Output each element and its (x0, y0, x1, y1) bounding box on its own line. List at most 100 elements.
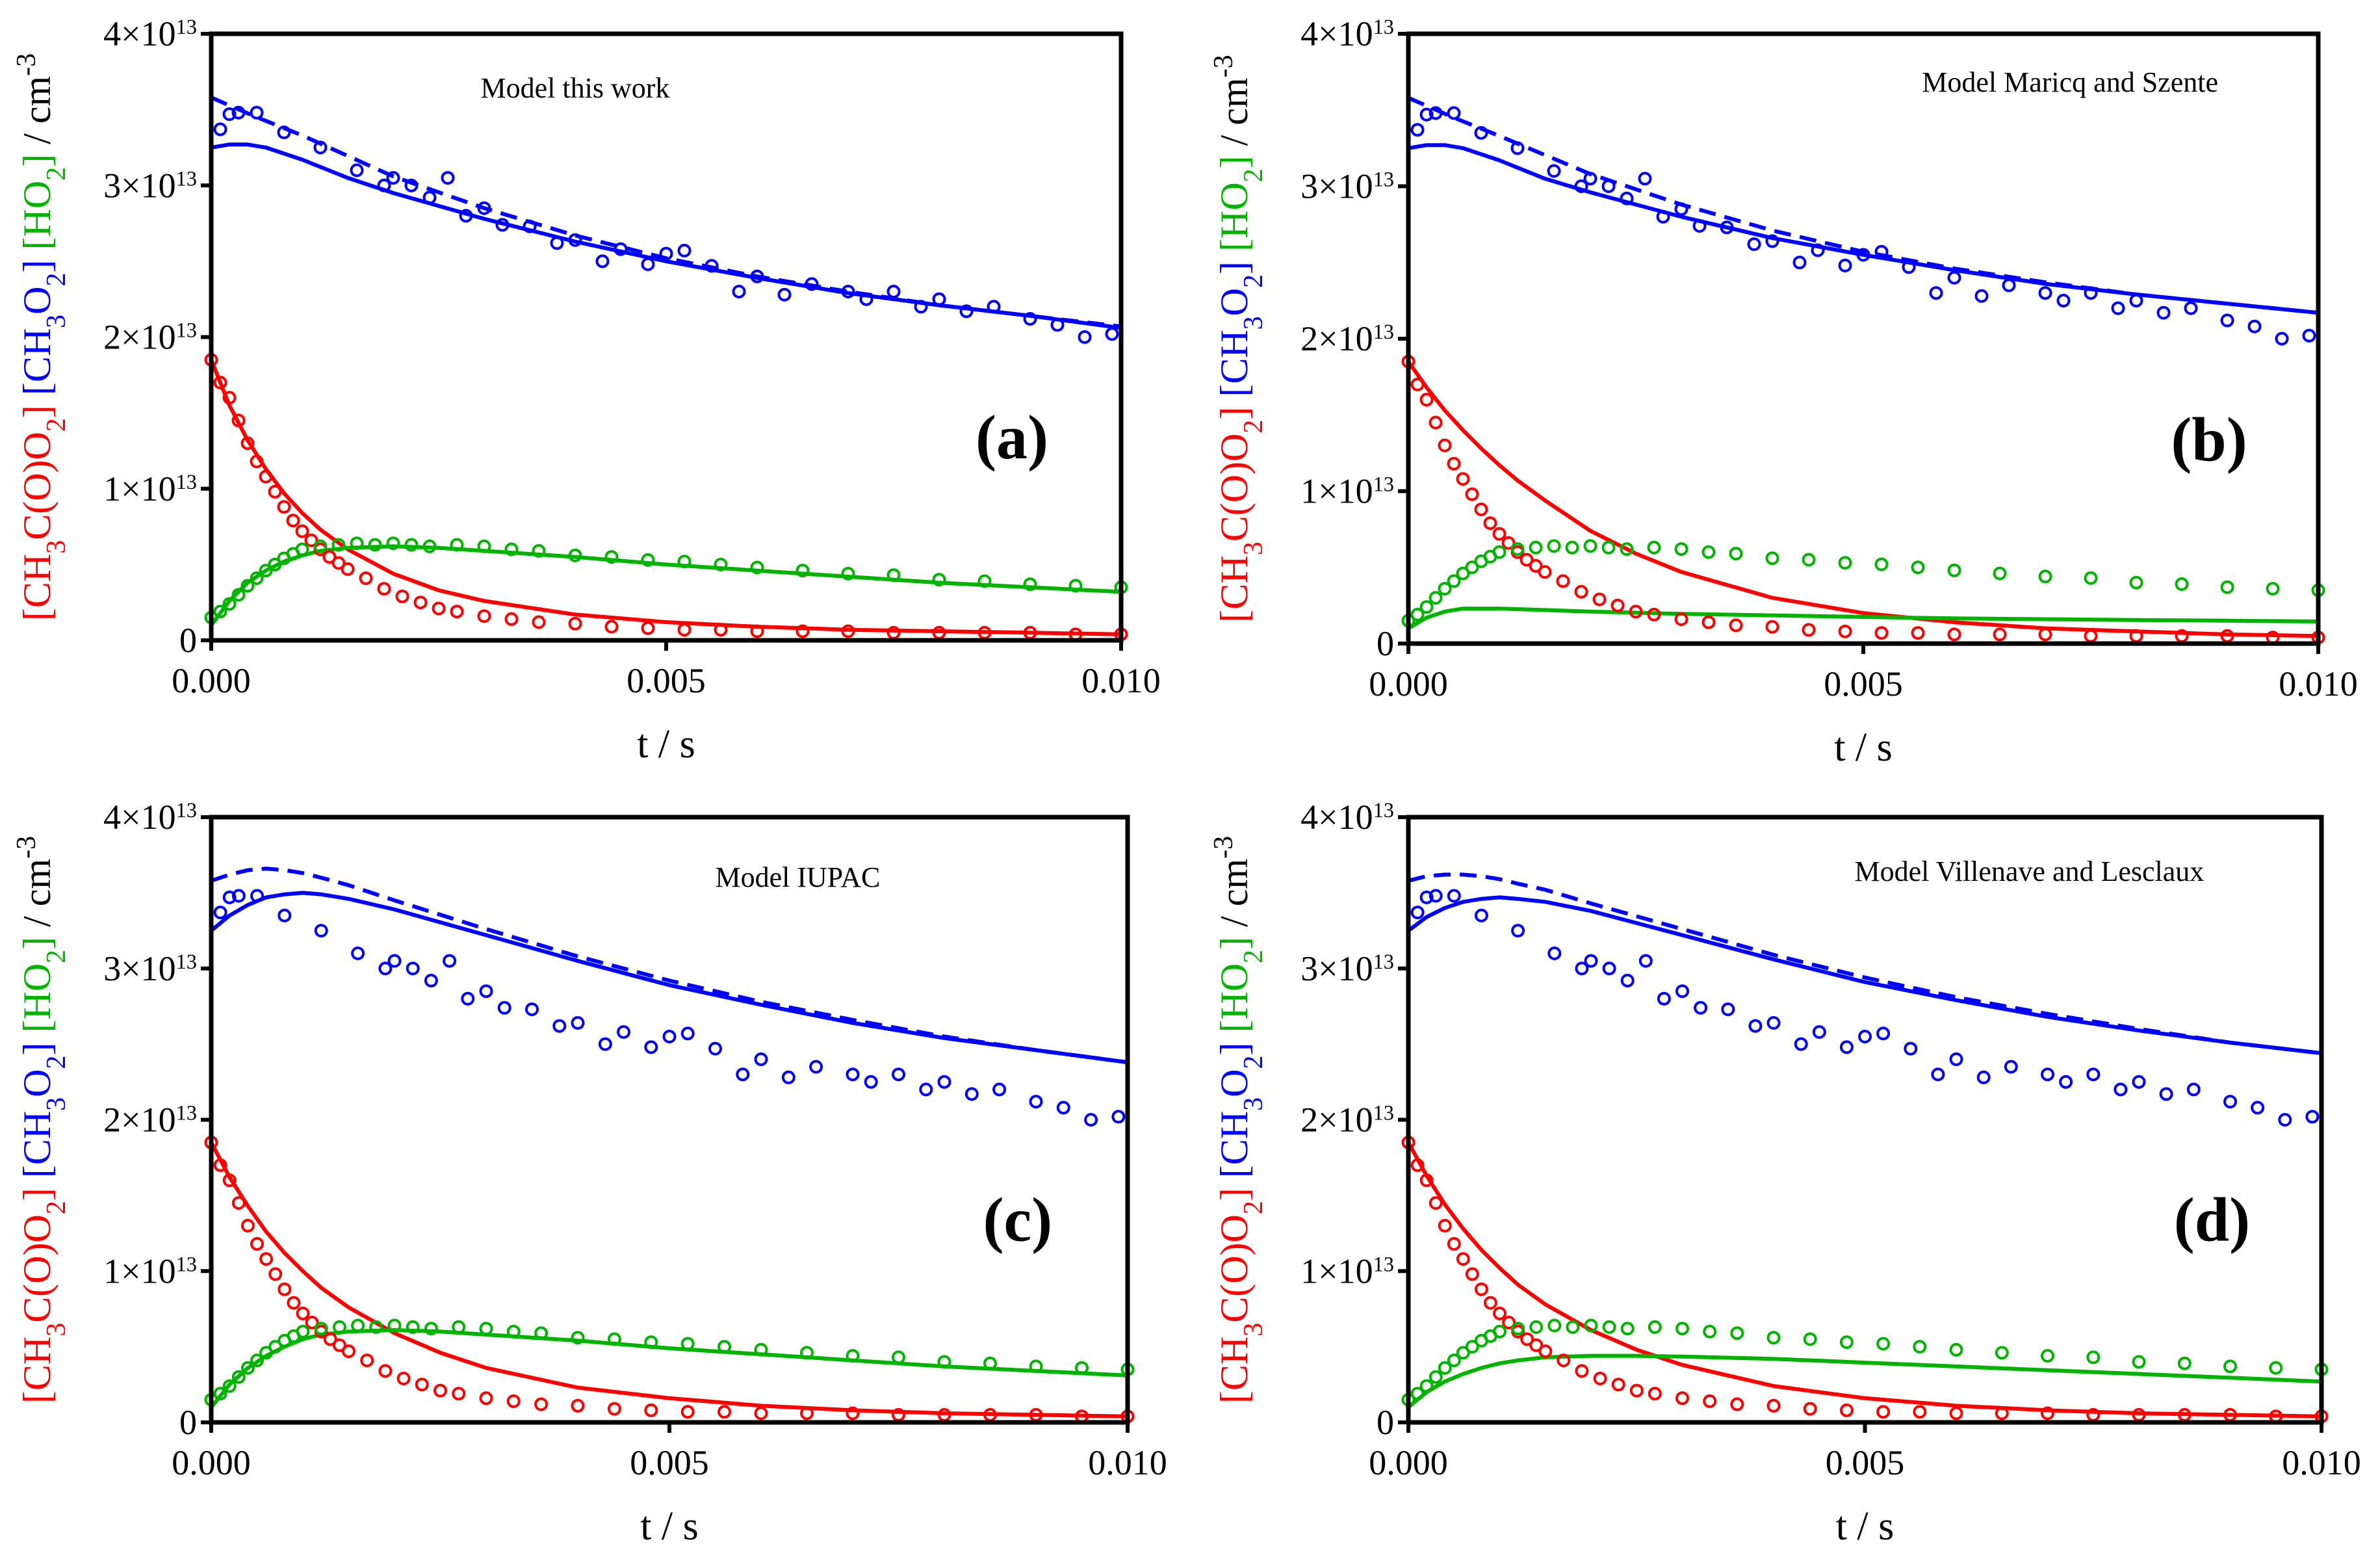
data-point (479, 1322, 493, 1336)
series-line-1-3 (209, 359, 1122, 636)
data-point (919, 1082, 933, 1097)
data-point (795, 624, 810, 638)
data-point (1703, 1394, 1717, 1408)
y-tick-label: 2×1013 (1300, 1101, 1394, 1140)
y-tick-label: 2×1013 (1300, 319, 1394, 358)
data-point (1694, 1000, 1708, 1015)
data-point (2084, 629, 2098, 643)
data-point (1876, 1405, 1891, 1419)
y-tick-label: 3×1013 (1300, 167, 1394, 206)
data-point (2251, 1101, 2265, 1115)
data-point (1648, 1320, 1662, 1334)
x-tick-label: 0.005 (630, 1443, 709, 1482)
data-point (680, 1337, 695, 1351)
data-point (754, 1052, 768, 1066)
series-line-3-1 (211, 867, 1128, 1065)
data-point (2305, 1110, 2320, 1124)
data-point (1529, 558, 1543, 573)
data-point (800, 1406, 814, 1420)
ylabel-ch3co3-sub: 3 (1239, 542, 1269, 555)
data-point (314, 924, 328, 938)
x-axis-label: t / s (1836, 1504, 1895, 1548)
ylabel-ch3o2-txt-0: [CH (1213, 330, 1256, 397)
ylabel-ch3o2-txt-1: O (16, 286, 58, 314)
ylabel-space-2 (16, 250, 58, 259)
data-point (1692, 219, 1707, 233)
data-point (846, 1406, 860, 1420)
data-point (1410, 1387, 1425, 1401)
data-point (1976, 1070, 1991, 1084)
ylabel-ch3o2-sub: 2 (1239, 274, 1269, 288)
data-point (1447, 1353, 1461, 1368)
data-point (1547, 947, 1562, 960)
ylabel-unit-sup: -3 (1209, 55, 1239, 77)
data-point (932, 573, 946, 587)
data-point (1729, 547, 1743, 561)
y-tick-label: 4×1013 (1300, 798, 1394, 837)
data-point (1902, 260, 1916, 274)
x-tick-label: 0.010 (2279, 664, 2358, 703)
data-point (2159, 1087, 2173, 1101)
data-point (1620, 1322, 1635, 1336)
data-point (1547, 1318, 1562, 1333)
data-point (1419, 1173, 1434, 1188)
y-tick-mantissa: 4×10 (1300, 14, 1373, 53)
data-point (714, 557, 728, 571)
data-point (1701, 545, 1716, 559)
panel-label: (d) (2174, 1185, 2250, 1255)
data-point (736, 1067, 750, 1082)
data-point (568, 548, 582, 562)
data-point (1456, 1252, 1470, 1266)
data-point (2132, 1075, 2146, 1089)
data-point (424, 973, 438, 987)
data-point (1547, 164, 1561, 178)
data-point (268, 557, 282, 571)
data-point (1838, 624, 1852, 638)
data-point (1565, 540, 1579, 555)
data-point (604, 620, 619, 634)
data-point (378, 961, 393, 976)
data-point (1447, 1236, 1461, 1251)
data-point (550, 236, 564, 250)
data-point (2129, 575, 2143, 590)
series-line-2-1 (1407, 96, 2319, 315)
data-point (2041, 1067, 2054, 1082)
data-point (278, 908, 292, 922)
data-point (2114, 1082, 2128, 1097)
data-point (1995, 1346, 2009, 1360)
data-point (213, 376, 227, 389)
data-point (386, 536, 400, 551)
data-point (1629, 605, 1643, 619)
data-point (278, 1282, 292, 1296)
y-tick-exponent: 13 (176, 1102, 197, 1125)
data-point (1502, 1315, 1516, 1329)
data-point (1474, 503, 1488, 517)
ylabel-ch3co3-txt-1: C(O)O (16, 432, 58, 540)
data-point (1674, 542, 1688, 556)
ylabel-unit-sup: -3 (12, 53, 42, 76)
data-point (2041, 1406, 2054, 1420)
data-point (1947, 563, 1961, 577)
data-point (1056, 1101, 1070, 1115)
data-point (1547, 539, 1561, 553)
data-point (750, 624, 764, 638)
data-point (268, 1340, 283, 1354)
data-point (1419, 600, 1434, 614)
data-point (1592, 592, 1607, 607)
panel-title: Model Villenave and Lesclaux (1854, 856, 2204, 887)
data-point (323, 1332, 337, 1346)
data-point (846, 1349, 860, 1363)
data-point (892, 1350, 905, 1365)
data-point (250, 105, 264, 120)
data-point (406, 1320, 420, 1334)
y-tick-label: 0 (1377, 624, 1394, 663)
ylabel-ch3o2-txt-0: [CH (16, 328, 58, 395)
series-line-2-0 (1408, 143, 2319, 315)
data-point (777, 287, 792, 302)
y-tick-exponent: 13 (1373, 168, 1394, 192)
data-point (2266, 582, 2280, 596)
data-point (1575, 961, 1589, 976)
data-point (1111, 1110, 1126, 1124)
data-point (461, 991, 475, 1006)
